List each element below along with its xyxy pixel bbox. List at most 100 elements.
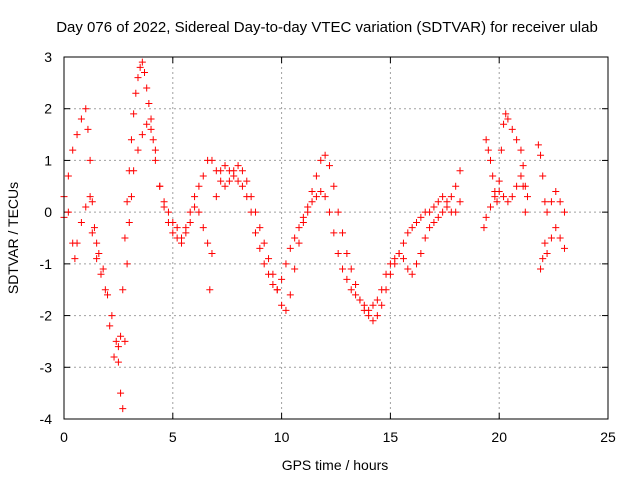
data-point	[334, 208, 342, 216]
data-point	[260, 239, 268, 247]
data-point	[347, 286, 355, 294]
data-point	[88, 198, 96, 206]
data-point	[86, 193, 94, 201]
x-tick-label: 0	[60, 429, 68, 445]
data-point	[138, 58, 146, 66]
data-point	[430, 218, 438, 226]
data-point	[82, 203, 90, 211]
data-point	[143, 120, 151, 128]
data-point	[134, 146, 142, 154]
data-point	[356, 296, 364, 304]
data-point	[352, 281, 360, 289]
data-point	[164, 208, 172, 216]
data-point	[500, 193, 508, 201]
data-point	[77, 218, 85, 226]
data-point	[493, 198, 501, 206]
data-point	[208, 156, 216, 164]
data-point	[417, 250, 425, 258]
data-point	[125, 218, 133, 226]
data-point	[256, 244, 264, 252]
data-point	[230, 172, 238, 180]
data-point	[134, 74, 142, 82]
data-point	[121, 337, 129, 345]
data-point	[191, 193, 199, 201]
data-point	[434, 198, 442, 206]
data-point	[256, 224, 264, 232]
x-tick-label: 20	[491, 429, 507, 445]
x-tick-label: 10	[274, 429, 290, 445]
data-point	[90, 224, 98, 232]
data-point	[369, 317, 377, 325]
data-point	[282, 260, 290, 268]
data-point	[417, 213, 425, 221]
data-point	[513, 182, 521, 190]
data-point	[426, 224, 434, 232]
data-point	[238, 167, 246, 175]
data-point	[386, 260, 394, 268]
data-point	[234, 162, 242, 170]
data-point	[343, 250, 351, 258]
data-point	[173, 234, 181, 242]
data-point	[556, 234, 564, 242]
data-point	[132, 89, 140, 97]
data-point	[497, 146, 505, 154]
data-point	[195, 208, 203, 216]
data-point	[69, 146, 77, 154]
data-point	[93, 255, 101, 263]
data-point	[352, 291, 360, 299]
data-point	[456, 198, 464, 206]
data-point	[104, 291, 112, 299]
data-point	[382, 270, 390, 278]
data-point	[317, 187, 325, 195]
x-tick-label: 15	[383, 429, 399, 445]
data-point	[321, 151, 329, 159]
data-point	[312, 193, 320, 201]
data-point	[413, 218, 421, 226]
data-point	[110, 353, 118, 361]
data-point	[378, 286, 386, 294]
data-point	[317, 156, 325, 164]
data-point	[491, 193, 499, 201]
data-point	[489, 172, 497, 180]
x-axis-label: GPS time / hours	[282, 457, 389, 473]
data-point	[225, 167, 233, 175]
data-point	[164, 218, 172, 226]
data-point	[221, 162, 229, 170]
data-point	[482, 213, 490, 221]
data-point	[145, 100, 153, 108]
data-point	[156, 182, 164, 190]
data-point	[312, 172, 320, 180]
data-point	[408, 224, 416, 232]
data-point	[325, 208, 333, 216]
data-point	[537, 151, 545, 159]
chart-title: Day 076 of 2022, Sidereal Day-to-day VTE…	[56, 19, 598, 36]
data-point	[539, 172, 547, 180]
data-point	[251, 229, 259, 237]
data-point	[106, 322, 114, 330]
data-point	[517, 172, 525, 180]
data-point	[541, 239, 549, 247]
data-point	[127, 136, 135, 144]
data-point	[206, 286, 214, 294]
data-point	[421, 234, 429, 242]
data-point	[347, 265, 355, 273]
data-point	[502, 110, 510, 118]
data-point	[82, 105, 90, 113]
data-point	[413, 260, 421, 268]
data-point	[64, 172, 72, 180]
data-point	[434, 213, 442, 221]
data-point	[130, 110, 138, 118]
data-point	[84, 125, 92, 133]
data-point	[395, 250, 403, 258]
data-point	[123, 198, 131, 206]
data-point	[265, 270, 273, 278]
data-point	[447, 193, 455, 201]
data-point	[295, 239, 303, 247]
data-point	[143, 84, 151, 92]
data-point	[265, 255, 273, 263]
data-point	[543, 208, 551, 216]
data-point	[117, 332, 125, 340]
data-points	[60, 58, 568, 413]
data-point	[552, 224, 560, 232]
